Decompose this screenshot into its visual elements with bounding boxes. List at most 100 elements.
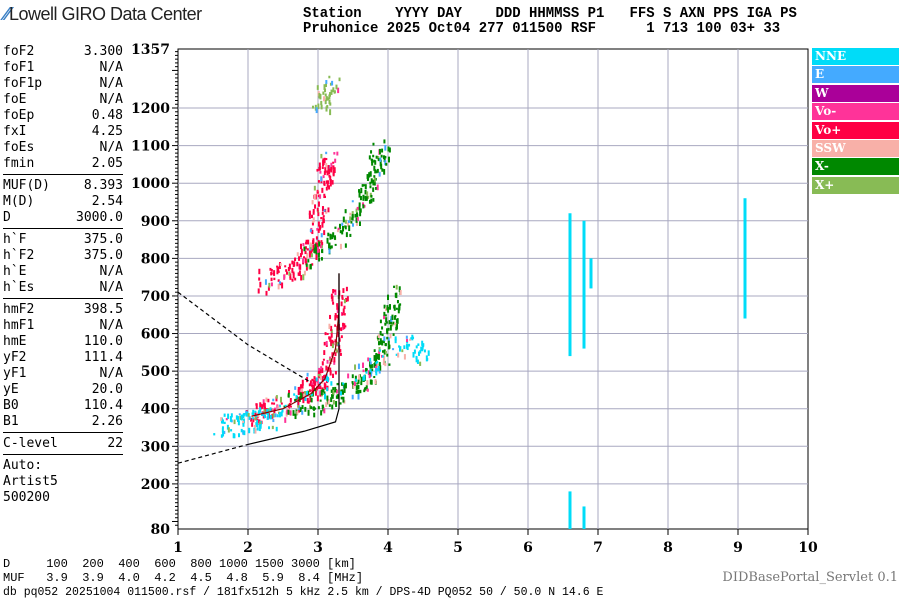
echo-point — [254, 416, 257, 421]
echo-point — [318, 93, 321, 99]
echo-point — [312, 244, 315, 251]
echo-point — [261, 404, 264, 409]
echo-point — [291, 267, 294, 273]
param-name: fxI — [3, 124, 27, 139]
echo-point — [313, 383, 316, 386]
echo-point — [323, 96, 326, 102]
echo-point — [347, 222, 350, 227]
echo-point — [398, 286, 401, 293]
echo-point — [421, 348, 424, 352]
echo-point — [326, 237, 329, 244]
param-name: hmF1 — [3, 318, 35, 333]
y-tick-label: 300 — [141, 439, 170, 455]
param-MUF(D): MUF(D) 8.393 — [3, 178, 123, 194]
echo-point — [323, 382, 326, 389]
echo-point — [269, 267, 272, 271]
echo-point — [378, 362, 381, 366]
echo-point — [412, 352, 415, 358]
echo-point — [220, 417, 223, 421]
echo-point — [267, 286, 270, 291]
echo-point — [277, 283, 280, 290]
param-name: MUF(D) — [3, 178, 50, 193]
x-tick-label: 3 — [313, 540, 323, 556]
y-tick-label: 200 — [141, 477, 170, 493]
echo-point — [287, 409, 290, 415]
echo-point — [357, 389, 360, 393]
echo-point — [363, 389, 366, 393]
echo-point — [240, 414, 243, 421]
echo-point — [305, 239, 308, 245]
echo-point — [362, 369, 365, 373]
echo-point — [373, 177, 376, 183]
echo-point — [300, 384, 303, 389]
echo-point — [331, 395, 334, 399]
echo-point — [378, 347, 381, 352]
echo-point — [351, 381, 354, 384]
echo-point — [336, 342, 339, 346]
param-value: 2.05 — [91, 156, 123, 171]
echo-point — [242, 422, 245, 427]
echo-point — [325, 341, 328, 346]
echo-point — [326, 395, 329, 401]
echo-point — [347, 373, 350, 379]
echo-point — [388, 320, 391, 325]
echo-point — [341, 297, 344, 300]
echo-point — [242, 420, 245, 425]
station-header: Station YYYY DAY DDD HHMMSS P1 FFS S AXN… — [303, 6, 797, 36]
echo-point — [332, 161, 335, 164]
echo-point — [328, 404, 331, 407]
echo-point — [333, 361, 336, 365]
echo-point — [292, 272, 295, 279]
echo-point — [332, 232, 335, 238]
echo-point — [311, 220, 314, 225]
echo-point — [283, 274, 286, 280]
echo-point — [256, 424, 259, 428]
echo-point — [353, 381, 356, 386]
echo-point — [259, 421, 262, 424]
echo-point — [381, 355, 384, 358]
param-value: 20.0 — [91, 382, 123, 397]
echo-point — [340, 301, 343, 307]
echo-point — [342, 382, 345, 385]
echo-point — [321, 211, 324, 215]
echo-point — [342, 216, 345, 223]
echo-point — [270, 282, 273, 287]
echo-point — [339, 243, 342, 250]
echo-point — [319, 194, 322, 199]
echo-point — [396, 299, 399, 304]
echo-point — [360, 381, 363, 386]
echo-point — [374, 379, 377, 385]
echo-point — [308, 383, 311, 387]
echo-point — [331, 339, 334, 344]
echo-point — [399, 290, 402, 296]
echo-point — [388, 363, 391, 366]
echo-point — [377, 158, 380, 162]
echo-point — [235, 415, 238, 420]
echo-point — [356, 217, 359, 221]
echo-point — [384, 343, 387, 347]
echo-point — [395, 284, 398, 290]
echo-point — [326, 170, 329, 176]
param-value: 22 — [107, 436, 123, 451]
echo-point — [325, 402, 328, 408]
echo-point — [304, 250, 307, 255]
param-hmE: hmE 110.0 — [3, 334, 123, 350]
echo-point — [388, 147, 391, 153]
echo-point — [362, 204, 365, 209]
echo-point — [393, 285, 396, 288]
echo-point — [322, 160, 325, 167]
echo-point — [312, 406, 315, 410]
echo-point — [272, 413, 275, 418]
param-h`E: h`E N/A — [3, 264, 123, 280]
echo-point — [271, 402, 274, 405]
echo-point — [386, 336, 389, 340]
echo-point — [293, 393, 296, 396]
y-tick-label: 1357 — [131, 42, 170, 58]
echo-point — [284, 265, 287, 268]
echo-point — [327, 232, 330, 237]
echo-point — [393, 315, 396, 320]
echo-point — [316, 237, 319, 244]
echo-point — [389, 333, 392, 339]
echo-point — [395, 307, 398, 310]
echo-point — [388, 304, 391, 310]
